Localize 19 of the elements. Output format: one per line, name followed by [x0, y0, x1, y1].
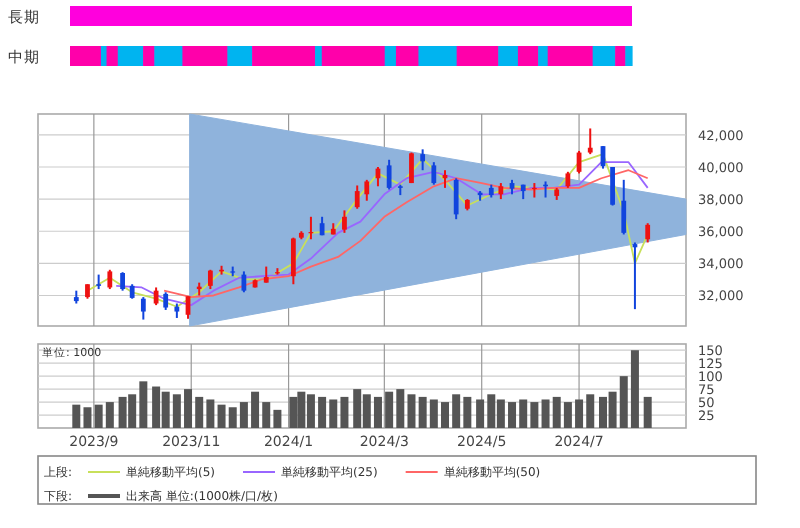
bar [643, 396, 652, 428]
candlestick [107, 268, 113, 291]
candlestick [140, 296, 146, 321]
candlestick [290, 236, 296, 286]
bar [289, 396, 298, 428]
candlestick [241, 270, 247, 294]
candlestick [354, 184, 360, 210]
candlestick [453, 177, 459, 221]
candlestick [386, 158, 392, 191]
candlestick [120, 271, 125, 292]
candlestick [587, 127, 593, 156]
candlestick [645, 222, 651, 244]
candlestick [420, 148, 426, 172]
candlestick [364, 178, 370, 202]
candlestick [621, 178, 627, 236]
candlestick [431, 161, 437, 186]
candlestick [610, 166, 615, 207]
candlestick [342, 209, 347, 234]
candlestick [207, 268, 213, 291]
